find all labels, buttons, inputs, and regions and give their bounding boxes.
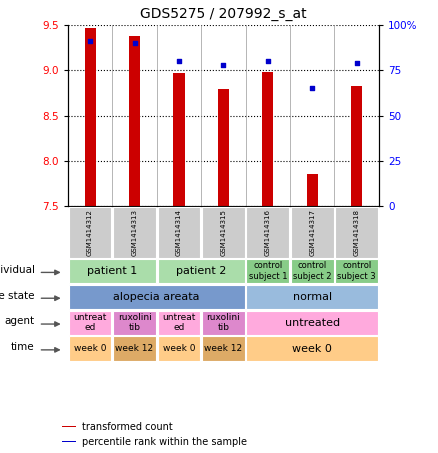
Bar bbox=[69, 337, 111, 361]
Bar bbox=[69, 311, 111, 335]
Bar bbox=[158, 311, 200, 335]
Text: disease state: disease state bbox=[0, 291, 35, 301]
Text: untreat
ed: untreat ed bbox=[74, 313, 107, 333]
Text: ruxolini
tib: ruxolini tib bbox=[206, 313, 240, 333]
Bar bbox=[158, 259, 245, 283]
Bar bbox=[202, 311, 245, 335]
Bar bbox=[113, 311, 156, 335]
Text: GSM1414312: GSM1414312 bbox=[87, 209, 93, 255]
Text: untreated: untreated bbox=[285, 318, 340, 328]
Bar bbox=[173, 73, 184, 206]
Text: GSM1414314: GSM1414314 bbox=[176, 209, 182, 255]
Bar bbox=[129, 36, 140, 206]
Point bbox=[131, 39, 138, 47]
Bar bbox=[291, 259, 334, 283]
Bar bbox=[247, 337, 378, 361]
Bar bbox=[69, 285, 245, 309]
Bar bbox=[85, 28, 95, 206]
Bar bbox=[113, 337, 156, 361]
Bar bbox=[247, 285, 378, 309]
Text: GSM1414315: GSM1414315 bbox=[220, 209, 226, 255]
Text: control
subject 3: control subject 3 bbox=[337, 261, 376, 281]
Text: normal: normal bbox=[293, 292, 332, 302]
Bar bbox=[63, 426, 76, 427]
Text: GSM1414318: GSM1414318 bbox=[353, 209, 360, 255]
Text: time: time bbox=[11, 342, 35, 352]
Text: alopecia areata: alopecia areata bbox=[113, 292, 200, 302]
Bar bbox=[247, 259, 289, 283]
Bar bbox=[247, 207, 289, 258]
Point bbox=[220, 61, 227, 68]
Point bbox=[353, 59, 360, 67]
Point bbox=[264, 58, 271, 65]
Bar bbox=[158, 337, 200, 361]
Text: percentile rank within the sample: percentile rank within the sample bbox=[82, 437, 247, 447]
Text: ruxolini
tib: ruxolini tib bbox=[118, 313, 152, 333]
Bar bbox=[63, 441, 76, 442]
Text: GSM1414313: GSM1414313 bbox=[131, 209, 138, 255]
Bar bbox=[202, 207, 245, 258]
Text: untreat
ed: untreat ed bbox=[162, 313, 196, 333]
Text: control
subject 2: control subject 2 bbox=[293, 261, 332, 281]
Text: week 12: week 12 bbox=[116, 344, 154, 353]
Bar bbox=[336, 207, 378, 258]
Text: control
subject 1: control subject 1 bbox=[248, 261, 287, 281]
Text: individual: individual bbox=[0, 265, 35, 275]
Bar bbox=[69, 259, 156, 283]
Bar bbox=[291, 207, 334, 258]
Bar bbox=[218, 89, 229, 206]
Bar bbox=[247, 311, 378, 335]
Text: week 0: week 0 bbox=[162, 344, 195, 353]
Bar bbox=[69, 207, 111, 258]
Point bbox=[309, 85, 316, 92]
Text: GSM1414316: GSM1414316 bbox=[265, 209, 271, 255]
Bar bbox=[351, 86, 362, 206]
Text: agent: agent bbox=[5, 317, 35, 327]
Text: week 12: week 12 bbox=[204, 344, 243, 353]
Text: GSM1414317: GSM1414317 bbox=[309, 209, 315, 255]
Point bbox=[87, 38, 94, 45]
Text: week 0: week 0 bbox=[292, 343, 332, 354]
Bar bbox=[307, 174, 318, 206]
Text: transformed count: transformed count bbox=[82, 422, 173, 432]
Bar bbox=[158, 207, 200, 258]
Text: patient 2: patient 2 bbox=[176, 266, 226, 276]
Point bbox=[176, 58, 183, 65]
Bar bbox=[262, 72, 273, 206]
Title: GDS5275 / 207992_s_at: GDS5275 / 207992_s_at bbox=[140, 7, 307, 21]
Text: week 0: week 0 bbox=[74, 344, 106, 353]
Bar bbox=[202, 337, 245, 361]
Bar bbox=[113, 207, 156, 258]
Text: patient 1: patient 1 bbox=[87, 266, 138, 276]
Bar bbox=[336, 259, 378, 283]
